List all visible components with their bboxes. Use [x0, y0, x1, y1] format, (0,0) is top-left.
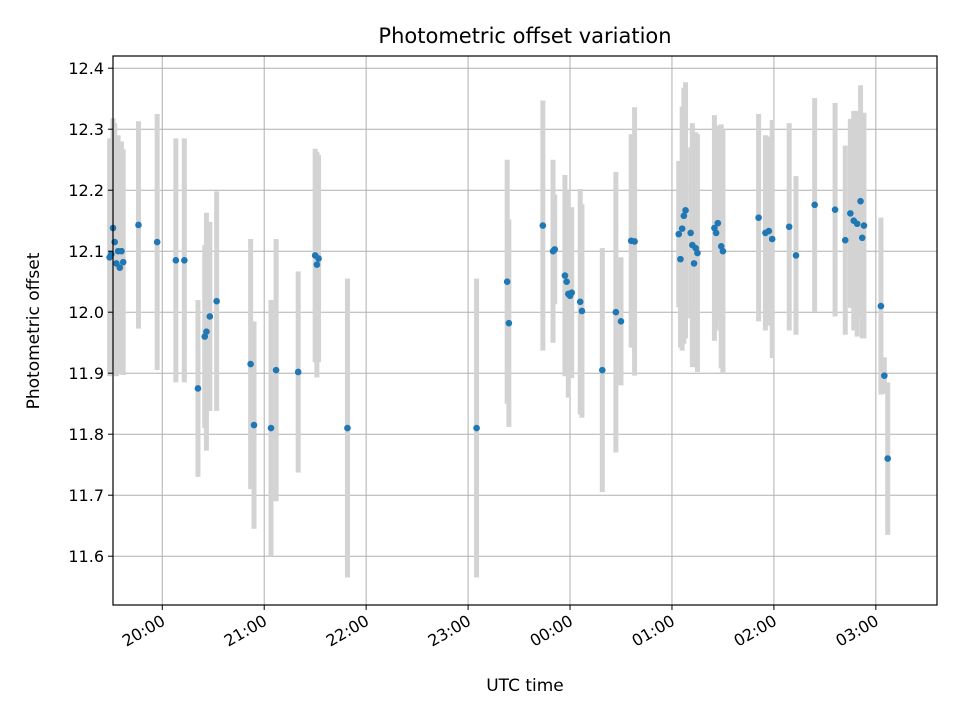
y-tick-label: 12.2 [68, 181, 104, 200]
data-point [682, 207, 689, 214]
y-tick-label: 11.8 [68, 425, 104, 444]
data-point [690, 260, 698, 267]
data-point [116, 264, 124, 271]
data-point [680, 212, 688, 220]
data-point [108, 250, 115, 258]
y-tick-label: 11.9 [68, 364, 104, 383]
data-point [111, 238, 118, 246]
data-point [563, 278, 570, 286]
data-point [881, 372, 888, 379]
y-tick-label: 12.1 [68, 242, 104, 261]
data-point [153, 238, 161, 246]
y-tick-label: 11.7 [68, 486, 104, 505]
y-tick-label: 12.4 [68, 59, 104, 78]
data-point [539, 222, 547, 229]
data-point [694, 249, 701, 257]
data-point [785, 223, 793, 231]
y-tick-label: 12.3 [68, 120, 104, 139]
data-point [172, 257, 180, 264]
data-point [714, 219, 722, 227]
data-point [599, 366, 606, 374]
data-point [792, 252, 800, 259]
data-point [247, 360, 254, 368]
plot-frame [112, 55, 938, 606]
data-point [884, 455, 892, 462]
data-point [755, 214, 762, 221]
data-point [294, 368, 302, 376]
data-point [877, 302, 885, 310]
data-point [678, 225, 686, 232]
data-point [203, 328, 210, 336]
data-point [503, 278, 511, 286]
y-tick-label: 12.0 [68, 303, 104, 322]
data-point [119, 258, 127, 266]
data-point [765, 227, 773, 235]
data-point [576, 298, 584, 306]
point-layer [106, 197, 892, 462]
data-point [675, 230, 683, 238]
data-point [677, 255, 684, 263]
data-point [473, 424, 480, 432]
data-point [206, 313, 214, 320]
data-point [860, 222, 868, 229]
data-point [135, 221, 142, 229]
data-point [857, 197, 864, 205]
data-point [687, 229, 694, 237]
data-point [811, 201, 818, 209]
data-point [568, 289, 576, 296]
data-point [551, 246, 559, 253]
data-point [505, 319, 513, 327]
data-point [631, 238, 638, 245]
data-point [213, 297, 220, 305]
data-point [831, 206, 839, 214]
data-point [194, 385, 202, 392]
data-point [561, 272, 569, 279]
y-axis: 11.6 11.7 11.8 11.9 12.0 12.1 12.2 12.3 12.4 [68, 59, 113, 566]
data-point [853, 220, 861, 228]
x-axis-label: UTC time [486, 676, 564, 696]
data-point [719, 247, 727, 255]
data-point [267, 424, 275, 432]
data-point [181, 257, 188, 264]
data-point [712, 229, 720, 237]
data-point [313, 261, 321, 268]
data-point [847, 210, 854, 217]
data-point [578, 307, 586, 315]
chart-title: Photometric offset variation [378, 24, 671, 48]
y-tick-label: 11.6 [68, 547, 104, 566]
data-point [768, 235, 776, 243]
y-axis-label: Photometric offset [24, 252, 44, 409]
data-point [272, 366, 280, 374]
data-point [250, 421, 258, 429]
data-point [344, 424, 351, 432]
data-point [841, 236, 849, 244]
data-point [315, 255, 322, 262]
data-point [612, 308, 620, 316]
data-point [617, 318, 625, 325]
data-point [118, 247, 125, 255]
data-point [858, 234, 866, 242]
